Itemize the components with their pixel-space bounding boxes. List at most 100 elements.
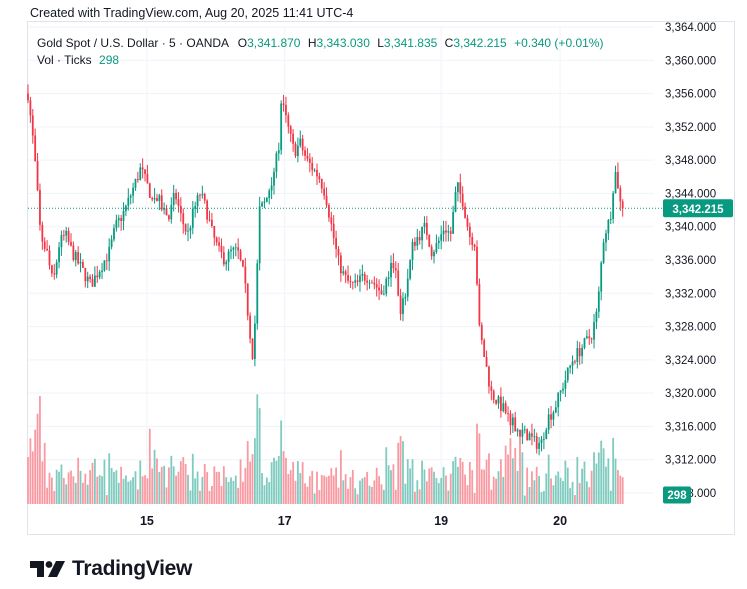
volume-bar	[201, 477, 204, 504]
volume-bar	[242, 481, 244, 504]
volume-bar	[215, 471, 218, 504]
volume-bar	[550, 478, 552, 504]
volume-bar	[170, 455, 173, 504]
volume-bar	[39, 395, 41, 504]
candle-body	[58, 247, 60, 263]
candle-body	[574, 361, 576, 363]
volume-bar	[258, 408, 261, 504]
volume-bar	[554, 475, 557, 504]
candle-body	[48, 250, 51, 266]
candle-body	[449, 231, 452, 234]
volume-bar	[402, 441, 404, 504]
volume-bar	[516, 470, 519, 504]
candle-body	[354, 280, 357, 283]
candle-body	[316, 169, 318, 177]
volume-bars	[27, 394, 624, 504]
volume-bar	[394, 489, 397, 504]
volume-bar	[225, 477, 228, 504]
price-tick-label: 3,340.000	[665, 222, 716, 234]
volume-bar	[354, 488, 357, 504]
volume-bar	[380, 484, 383, 504]
volume-bar	[328, 475, 330, 504]
candle-body	[461, 193, 464, 207]
candle-body	[129, 195, 132, 198]
candle-body	[497, 396, 500, 404]
candle-body	[425, 222, 428, 236]
volume-bar	[277, 455, 280, 504]
volume-bar	[91, 462, 94, 504]
candle-body	[566, 367, 569, 381]
candle-body	[526, 429, 529, 441]
volume-bar	[416, 480, 419, 504]
volume-bar	[485, 459, 488, 504]
volume-bar	[151, 468, 154, 504]
volume-bar	[86, 484, 89, 504]
volume-bar	[208, 490, 211, 504]
candle-body	[516, 429, 519, 432]
candle-body	[222, 252, 225, 265]
volume-bar	[144, 475, 146, 504]
volume-bar	[373, 480, 376, 504]
volume-bar	[445, 475, 447, 504]
volume-bar	[507, 454, 509, 504]
volume-bar	[397, 442, 400, 504]
candle-body	[361, 274, 364, 276]
volume-bar	[564, 460, 567, 504]
candle-body	[43, 241, 46, 249]
candle-body	[91, 278, 94, 287]
volume-bar	[535, 466, 538, 504]
low-label: L	[377, 36, 384, 50]
volume-bar	[430, 467, 433, 504]
volume-bar	[117, 482, 120, 504]
volume-bar	[82, 482, 84, 504]
volume-bar	[464, 474, 466, 504]
last-volume-badge-text: 298	[667, 490, 687, 502]
candle-body	[492, 390, 495, 400]
candle-body	[313, 169, 316, 171]
volume-bar	[125, 475, 127, 504]
volume-bar	[531, 471, 533, 504]
volume-bar	[67, 472, 70, 504]
volume-bar	[614, 458, 617, 504]
high-value: 3,343.030	[316, 36, 370, 50]
volume-bar	[158, 471, 161, 504]
candle-body	[268, 190, 271, 199]
volume-bar	[301, 462, 304, 504]
volume-bar	[593, 452, 595, 504]
volume-bar	[521, 452, 524, 504]
candle-body	[607, 219, 610, 234]
volume-bar	[619, 475, 622, 504]
candle-body	[156, 198, 158, 201]
candle-body	[289, 126, 292, 134]
candle-body	[175, 192, 177, 200]
candle-body	[554, 407, 557, 413]
volume-bar	[268, 482, 271, 504]
candle-body	[29, 100, 32, 116]
volume-bar	[79, 470, 82, 504]
price-tick-label: 3,348.000	[665, 155, 716, 167]
candle-body	[163, 208, 166, 210]
volume-bar	[110, 467, 113, 504]
candle-body	[485, 357, 488, 367]
low-value: 3,341.835	[383, 36, 438, 50]
volume-bar	[29, 438, 32, 504]
volume-bar	[428, 468, 431, 504]
chart-frame	[27, 21, 735, 535]
volume-bar	[571, 481, 574, 504]
candle-body	[196, 195, 199, 207]
volume-bar	[213, 466, 216, 504]
volume-bar	[590, 470, 593, 504]
candle-body	[564, 380, 567, 389]
volume-bar	[404, 483, 407, 504]
volume-bar	[163, 465, 166, 504]
volume-bar	[488, 453, 490, 504]
candle-body	[382, 293, 385, 295]
candle-body	[416, 237, 419, 246]
candle-body	[234, 247, 237, 249]
candle-body	[318, 176, 321, 180]
tradingview-logo[interactable]: TradingView	[30, 557, 192, 581]
candle-body	[84, 267, 87, 282]
volume-bar	[433, 471, 435, 504]
ohlc-legend: Gold Spot / U.S. Dollar · 5 · OANDA O3,3…	[37, 36, 603, 50]
